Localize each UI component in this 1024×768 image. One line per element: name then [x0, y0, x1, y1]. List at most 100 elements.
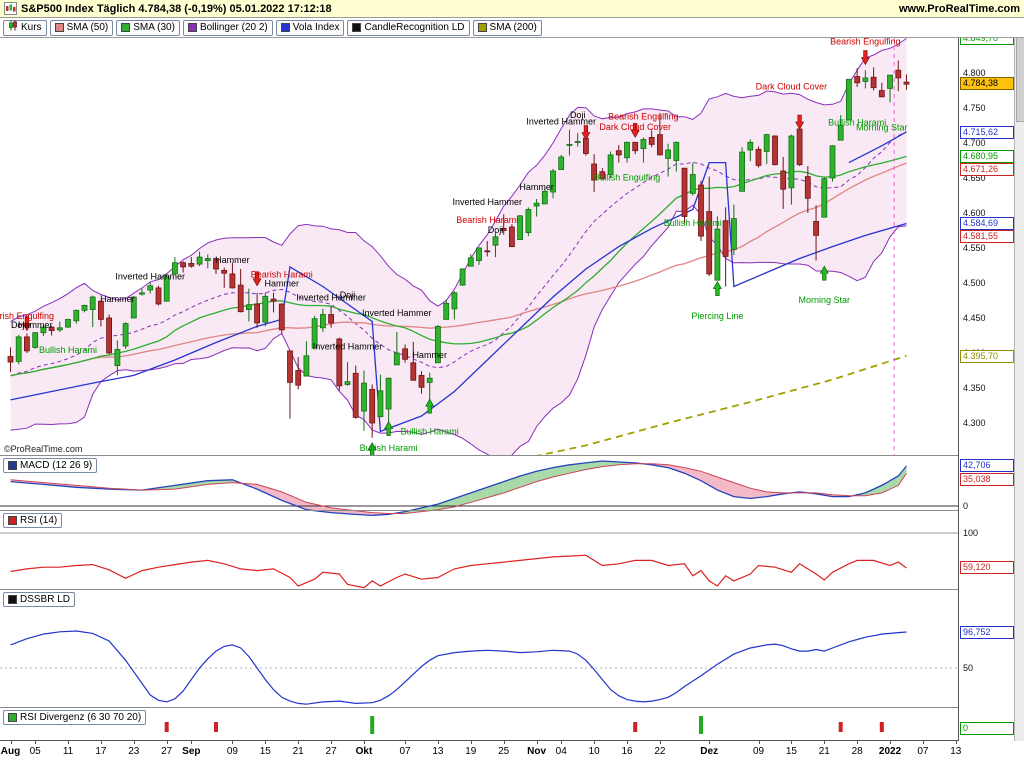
bull-candle [344, 381, 351, 385]
pattern-annotation: Bullish Harami [664, 218, 722, 228]
time-axis-label: 10 [588, 746, 600, 757]
bull-candle [114, 349, 121, 367]
bear-candle [632, 141, 639, 152]
bear-candle [681, 167, 688, 217]
rsi-swatch-icon [8, 516, 17, 525]
vertical-scrollbar[interactable] [1014, 28, 1024, 741]
time-axis-label: 07 [399, 746, 411, 757]
pattern-annotation: Bullish Harami [828, 118, 886, 128]
panel-divider[interactable] [0, 589, 1014, 590]
time-axis-label: 28 [851, 746, 863, 757]
pattern-annotation: Morning Star [856, 123, 908, 133]
macd-panel-chart[interactable] [0, 456, 958, 517]
bull-candle [171, 262, 178, 275]
time-axis-label: 04 [555, 746, 567, 757]
rsi-divergence-indicator-button[interactable]: RSI Divergenz (6 30 70 20) [3, 710, 147, 725]
panel-divider[interactable] [0, 707, 1014, 708]
macd-histogram-fill [668, 464, 685, 474]
macd-histogram-fill [437, 498, 455, 510]
time-axis-label: Nov [527, 746, 547, 757]
bear-candle [410, 362, 417, 381]
bull-candle [566, 144, 573, 146]
price-level-box: 4.671,26 [960, 162, 1014, 176]
legend-bollinger-button[interactable]: Bollinger (20 2) [182, 19, 273, 36]
time-axis-tick [298, 741, 300, 744]
bear-candle [180, 262, 187, 268]
macd-value-box: 42,706 [960, 459, 1014, 473]
time-axis-label: 15 [785, 746, 797, 757]
pattern-annotation: Doji [488, 225, 504, 235]
macd-histogram-fill [898, 466, 907, 486]
bear-candle [188, 262, 195, 267]
scrollbar-thumb[interactable] [1016, 30, 1024, 122]
legend-kurs-button[interactable]: Kurs [3, 19, 47, 36]
legend-sma30-button[interactable]: SMA (30) [116, 19, 180, 36]
price-level-box: 4.584,69 [960, 217, 1014, 231]
time-axis-tick [331, 741, 333, 744]
bear-candle [295, 370, 302, 386]
time-axis-label: 21 [292, 746, 304, 757]
panel-divider[interactable] [0, 455, 1014, 456]
bear-candle [780, 170, 787, 190]
legend-vola-index-button[interactable]: Vola Index [275, 19, 345, 36]
bull-candle [434, 325, 441, 364]
time-axis[interactable]: Aug 05 11 17 23 27 Sep 09 15 21 27 Okt 07 13 19 25 Nov 04… [0, 741, 1014, 768]
chart-app-icon [4, 2, 17, 15]
bull-candle [673, 141, 680, 161]
macd-indicator-button[interactable]: MACD (12 26 9) [3, 458, 98, 473]
bull-candle [32, 332, 39, 348]
dssbr-panel-chart[interactable] [0, 590, 958, 707]
price-level-box: 4.784,38 [960, 77, 1014, 91]
legend-sma200-button[interactable]: SMA (200) [472, 19, 542, 36]
pattern-annotation: Hammer [18, 320, 53, 330]
bull-candle [689, 174, 696, 194]
bull-candle [130, 296, 137, 319]
time-axis-tick [627, 741, 628, 744]
legend-candle-recognition-button[interactable]: CandleRecognition LD [347, 19, 470, 36]
bull-candle [550, 170, 556, 193]
price-axis[interactable]: 4.800 4.750 4.700 4.650 4.600 4.550 4.500 4.450… [958, 28, 1014, 741]
dssbr-value-box: 96,752 [960, 625, 1014, 639]
bull-candle [862, 77, 869, 82]
pattern-annotation: Bearish Engulfing [608, 111, 679, 121]
sma30-swatch-icon [121, 23, 131, 32]
bollinger-band-fill [10, 38, 907, 455]
bollinger-upper-line [10, 38, 907, 323]
bull-candle [377, 390, 384, 418]
time-axis-tick [659, 741, 661, 744]
bullish-arrow-icon [367, 441, 377, 455]
pattern-annotation: Hammer [100, 294, 135, 304]
bull-candle [139, 292, 145, 295]
time-axis-tick [405, 741, 407, 744]
prorealtime-site-link[interactable]: www.ProRealTime.com [898, 2, 1020, 15]
pattern-annotation: Bearish Engulfing [0, 311, 54, 321]
bull-candle [731, 218, 737, 250]
bear-candle [870, 76, 877, 89]
sma50-label: SMA (50) [66, 21, 109, 33]
dssbr-indicator-button[interactable]: DSSBR LD [3, 592, 76, 607]
price-tick-label: 4.750 [963, 103, 986, 113]
bull-candle [821, 178, 828, 218]
bear-candle [221, 269, 228, 274]
time-axis-label: 21 [818, 746, 830, 757]
bull-candle [196, 256, 203, 265]
bull-candle [558, 156, 565, 171]
time-axis-tick [191, 741, 193, 744]
bull-candle [829, 145, 836, 179]
dssbr-line [10, 630, 907, 705]
rsi-divergence-indicator-label: RSI Divergenz (6 30 70 20) [20, 712, 142, 723]
pattern-annotation: Bearish Harami [456, 215, 518, 225]
bull-candle [147, 285, 154, 291]
rsi-divergence-swatch-icon [8, 713, 17, 722]
rsi-divergence-panel-chart[interactable] [0, 708, 958, 740]
bull-candle [607, 154, 614, 175]
bear-candle [270, 298, 277, 302]
bull-candle [204, 258, 211, 261]
legend-sma50-button[interactable]: SMA (50) [49, 19, 114, 36]
panel-divider[interactable] [0, 510, 1014, 511]
rsi-panel-chart[interactable] [0, 511, 958, 589]
macd-histogram-fill [733, 482, 751, 499]
rsi-indicator-button[interactable]: RSI (14) [3, 513, 63, 528]
